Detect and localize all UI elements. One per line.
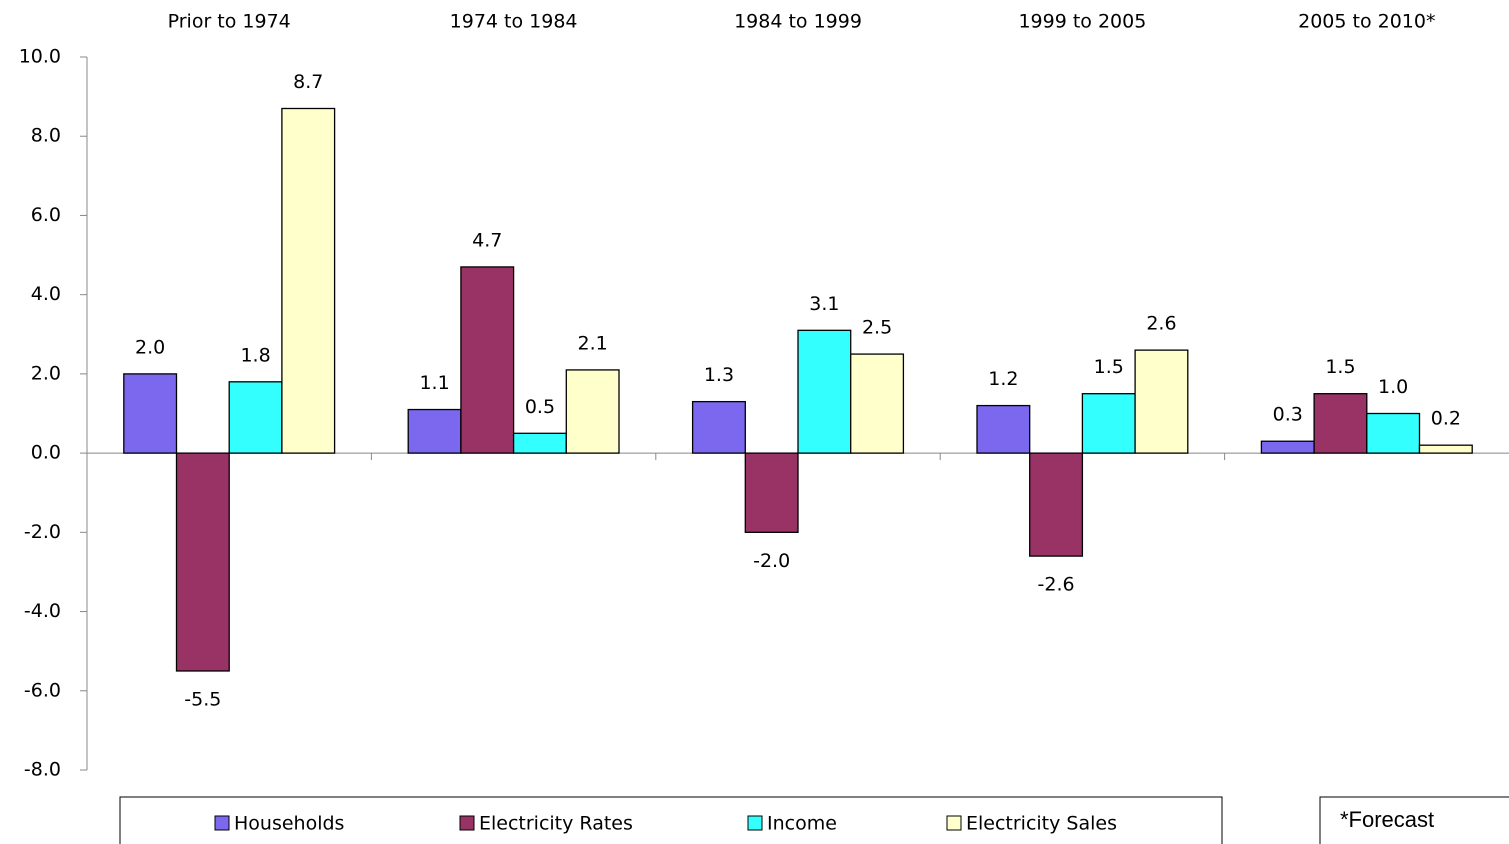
data-label: 1.2 [988,368,1018,390]
data-label: 1.5 [1094,356,1124,378]
annotation: *Forecast [1340,807,1434,832]
data-label: -2.0 [753,550,790,572]
y-tick-label: 2.0 [31,362,61,384]
bar [281,107,336,454]
category-label: Prior to 1974 [168,11,291,33]
legend-swatch [747,815,763,831]
data-label: 8.7 [293,71,323,93]
y-tick-label: -2.0 [24,521,61,543]
bar [1081,393,1136,454]
bar [512,432,567,454]
category-label: 1999 to 2005 [1018,11,1146,33]
bar [691,400,746,454]
bar [1260,440,1315,454]
bar [460,266,515,454]
bar [123,373,178,454]
bar [1313,393,1368,454]
legend-box [119,796,1223,844]
bar [1366,412,1421,454]
bar [976,404,1031,454]
data-label: 1.8 [240,344,270,366]
data-label: 0.2 [1431,408,1461,430]
legend-swatch [946,815,962,831]
legend-label: Electricity Rates [479,813,633,835]
data-label: 0.3 [1273,404,1303,426]
legend-label: Income [767,813,837,835]
category-label: 2005 to 2010* [1298,11,1435,33]
data-label: 1.1 [419,372,449,394]
data-label: -2.6 [1038,574,1075,596]
bar [228,381,283,454]
bar [850,353,905,454]
legend-swatch [459,815,475,831]
data-label: 2.5 [862,317,892,339]
data-label: 1.5 [1325,356,1355,378]
data-label: 4.7 [472,229,502,251]
bar [407,408,462,454]
category-label: 1974 to 1984 [450,11,578,33]
y-tick-label: 0.0 [31,442,61,464]
y-tick-label: -8.0 [24,759,61,781]
bar [744,452,799,533]
bar [1134,349,1189,454]
legend-label: Households [234,813,344,835]
data-label: 2.6 [1146,313,1176,335]
data-label: 2.0 [135,336,165,358]
annotation-box [1319,796,1509,844]
category-label: 1984 to 1999 [734,11,862,33]
bar [797,329,852,454]
y-tick-label: 8.0 [31,125,61,147]
bar [1029,452,1084,557]
bar [175,452,230,672]
bar [1418,444,1473,454]
data-label: 3.1 [809,293,839,315]
data-label: 1.3 [704,364,734,386]
y-tick-label: -6.0 [24,679,61,701]
data-label: 1.0 [1378,376,1408,398]
bar [565,369,620,454]
legend-label: Electricity Sales [966,813,1117,835]
data-label: -5.5 [184,688,221,710]
y-tick-label: -4.0 [24,600,61,622]
y-tick-label: 10.0 [19,46,61,68]
data-label: 0.5 [525,396,555,418]
legend-swatch [214,815,230,831]
y-tick-label: 6.0 [31,204,61,226]
data-label: 2.1 [578,332,608,354]
y-tick-label: 4.0 [31,283,61,305]
